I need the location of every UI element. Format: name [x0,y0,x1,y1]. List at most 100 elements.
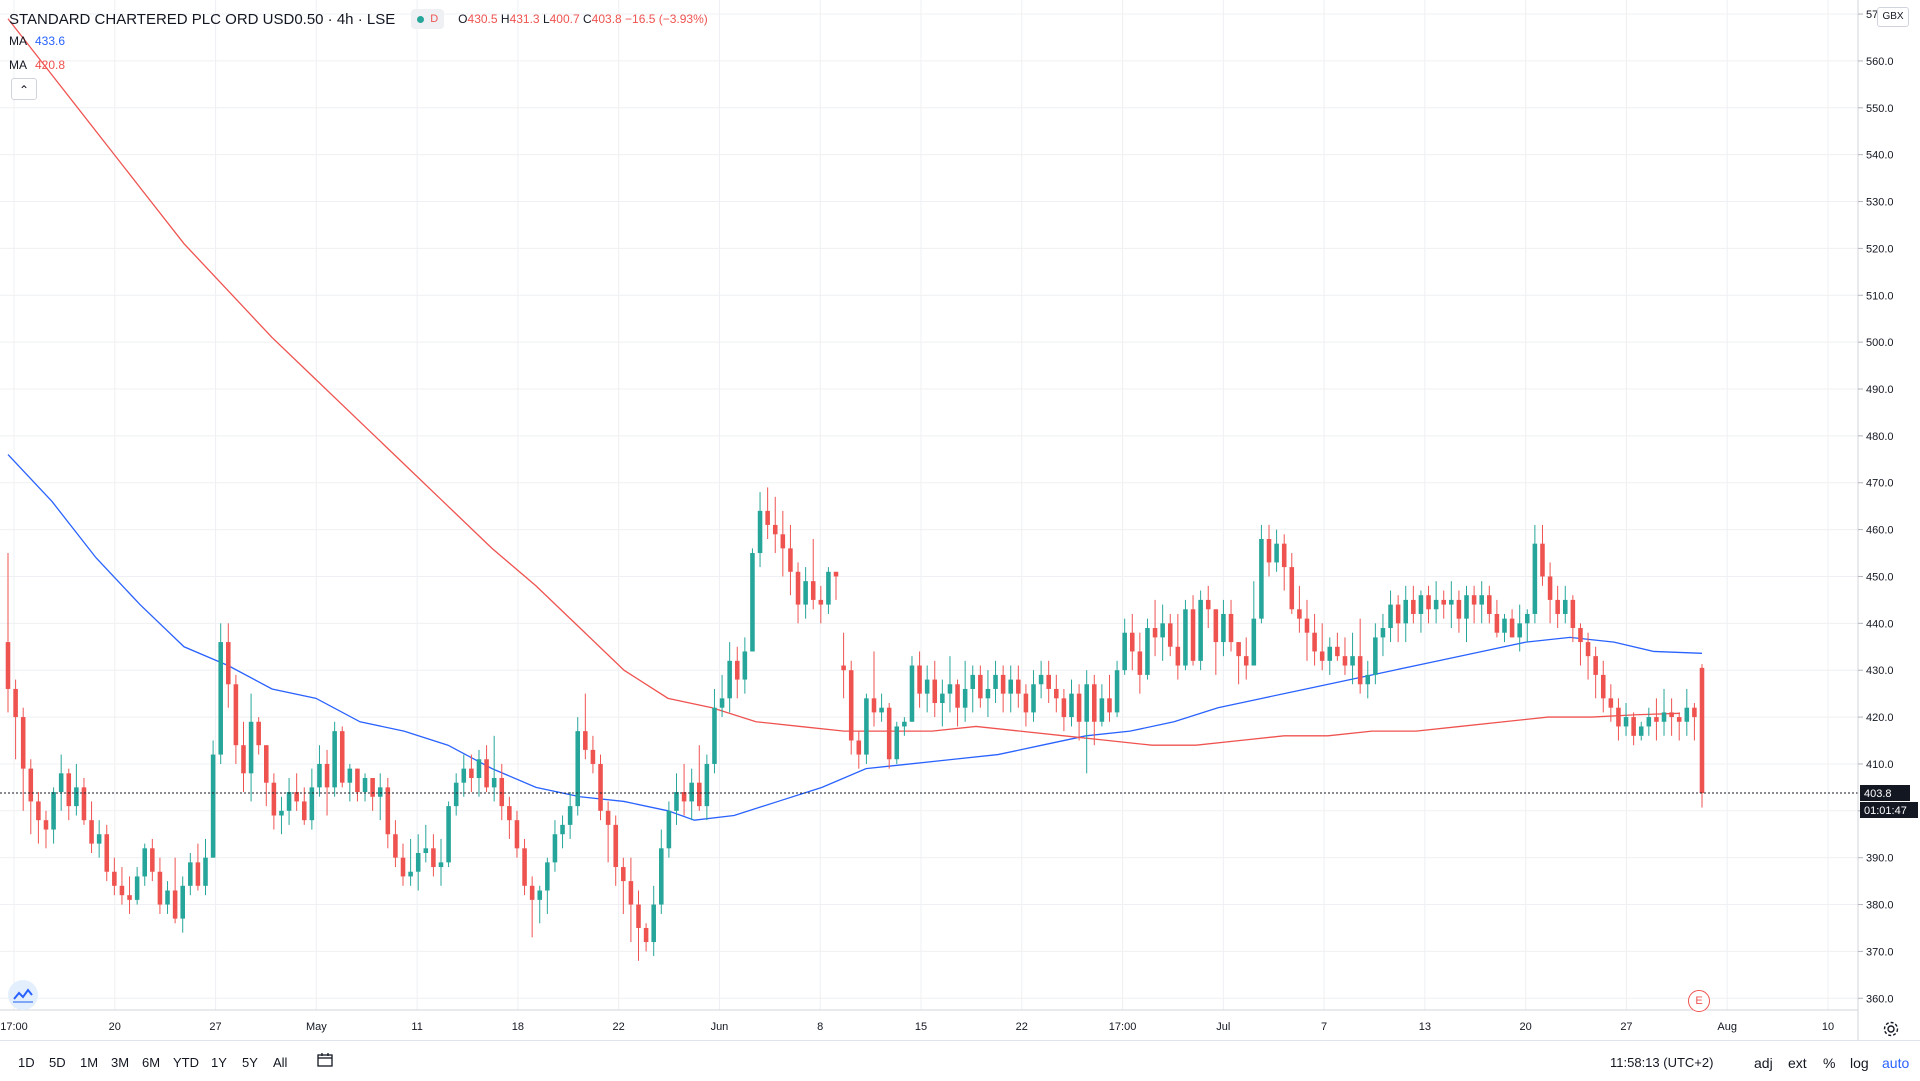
earnings-badge[interactable]: E [1688,990,1710,1012]
candle [1342,637,1348,675]
timeframe-all[interactable]: All [273,1055,288,1070]
candle [1251,581,1257,666]
candle [1479,581,1484,624]
timeframe-1d[interactable]: 1D [18,1055,35,1070]
candle [545,857,550,914]
candle [1084,670,1089,774]
candle [1046,660,1051,704]
candle [1069,679,1074,727]
candle [1167,613,1173,657]
low-value: 400.7 [549,12,580,26]
timeframe-5d[interactable]: 5D [49,1055,66,1070]
candle [1076,684,1082,741]
time-tick-label: 15 [915,1021,927,1033]
candle [560,815,565,849]
candle [51,787,56,844]
candle [1540,524,1545,586]
candle [1175,613,1181,680]
candle [1243,637,1249,680]
currency-label[interactable]: GBX [1877,7,1909,27]
timeframe-5y[interactable]: 5Y [242,1055,258,1070]
scale-option-auto[interactable]: auto [1882,1055,1910,1071]
clock-timezone[interactable]: 11:58:13 (UTC+2) [1610,1055,1714,1070]
scale-option-percent[interactable]: % [1823,1055,1836,1071]
candle [499,763,505,821]
candle [757,492,763,568]
indicator-label: MA [9,34,27,48]
indicator-ma-2[interactable]: MA 420.8 [9,58,65,72]
candle [856,731,862,769]
candle [1494,599,1500,638]
candle [347,763,353,802]
candle [1676,712,1682,741]
price-axis[interactable]: 360.0370.0380.0390.0400.0410.0420.0430.0… [1857,0,1894,1040]
candle [841,632,846,699]
candle [552,820,558,872]
candle [575,717,581,816]
candle [415,834,421,891]
indicator-ma-1[interactable]: MA 433.6 [9,34,65,48]
tradingview-logo-icon[interactable] [8,980,38,1010]
price-chart[interactable]: 360.0370.0380.0390.0400.0410.0420.0430.0… [0,0,1920,1040]
candle [643,923,649,952]
candle [453,773,459,816]
candle [66,768,72,821]
candle [5,553,11,713]
calendar-goto-icon[interactable] [316,1052,334,1073]
candle [393,820,398,868]
candle [1509,609,1515,638]
candle [203,838,208,896]
candle [1031,670,1036,722]
candle [864,693,869,764]
candle [210,740,216,858]
candle [621,857,626,914]
candle [461,754,467,797]
candle [1190,595,1196,666]
collapse-legend-button[interactable]: ⌃ [11,78,37,100]
scale-option-log[interactable]: log [1850,1055,1869,1071]
candle [233,674,239,764]
candle [1304,599,1310,661]
candle [438,838,444,886]
time-tick-label: 20 [1520,1021,1532,1033]
candle [1145,618,1150,680]
candle [1137,632,1143,694]
scale-option-ext[interactable]: ext [1788,1055,1807,1071]
candle [1638,721,1644,741]
candle [385,778,391,849]
timeframe-ytd[interactable]: YTD [173,1055,199,1070]
candle [1692,703,1697,741]
candle [324,749,330,816]
candle [309,768,315,830]
timeframe-3m[interactable]: 3M [111,1055,130,1070]
symbol-title[interactable]: STANDARD CHARTERED PLC ORD USD0.50 · 4h … [9,10,396,28]
candle [1160,604,1165,661]
candle [1555,585,1560,629]
timeframe-1y[interactable]: 1Y [211,1055,227,1070]
close-value: 403.8 [591,12,622,26]
time-axis[interactable]: 17:00 20 27 May 11 18 22 Jun 8 15 22 17:00 Jul 7 13 20 2… [0,1009,1858,1033]
candle [1403,585,1409,643]
svg-text:01:01:47: 01:01:47 [1864,805,1907,817]
scale-option-adj[interactable]: adj [1754,1055,1773,1071]
timeframe-6m[interactable]: 6M [142,1055,161,1070]
candle [423,824,429,863]
candle [279,796,284,835]
candle [507,796,512,839]
data-status-pill[interactable]: D [411,9,445,29]
price-tick-label: 490.0 [1866,384,1894,396]
settings-gear-icon[interactable] [1882,1020,1900,1043]
status-dot-icon [417,15,425,23]
price-tick-label: 550.0 [1866,103,1894,115]
candle [848,660,854,755]
timeframe-1m[interactable]: 1M [80,1055,99,1070]
ohlc-values: O430.5 H431.3 L400.7 C403.8 −16.5 (−3.93… [458,12,708,26]
candle [1312,613,1317,666]
indicator-value: 420.8 [35,58,66,72]
bottom-toolbar [0,1040,1920,1081]
candle [924,665,930,713]
candle [940,679,945,727]
candle [294,773,299,811]
candle [1122,618,1127,675]
candle [1236,642,1241,685]
